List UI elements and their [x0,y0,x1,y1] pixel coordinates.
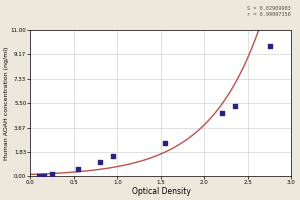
Point [76,167,81,171]
Point [220,111,224,114]
Point [163,141,168,145]
Point [232,104,237,107]
Point [41,174,46,177]
Point [50,173,55,176]
Point [37,175,42,178]
Point [267,45,272,48]
X-axis label: Optical Density: Optical Density [131,187,190,196]
Y-axis label: Human AOAH concentration (ng/ml): Human AOAH concentration (ng/ml) [4,47,9,160]
Point [111,155,116,158]
Point [98,160,103,163]
Text: S = 0.02909903
r = 0.99997356: S = 0.02909903 r = 0.99997356 [247,6,291,17]
